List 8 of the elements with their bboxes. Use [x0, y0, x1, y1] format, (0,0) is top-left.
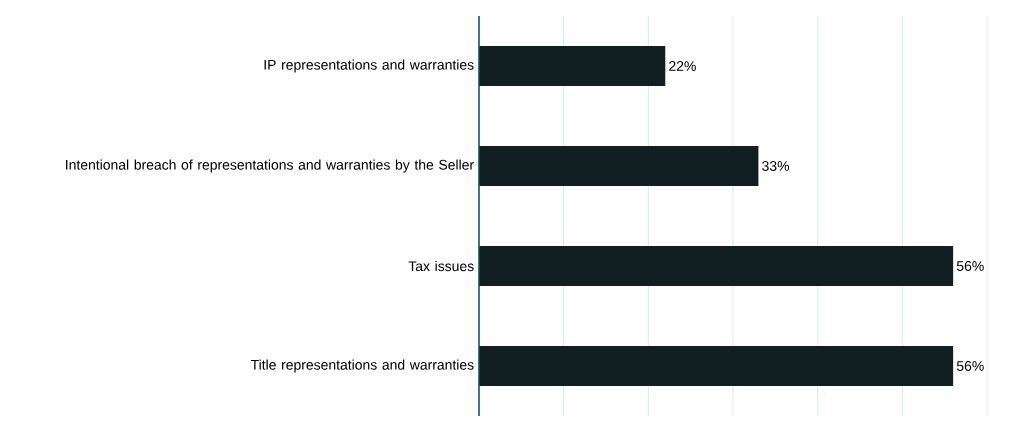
data-label: 56%: [956, 361, 984, 371]
y-tick-label: Title representations and warranties: [250, 359, 474, 373]
data-label: 56%: [956, 261, 984, 271]
data-label: 33%: [762, 161, 790, 171]
y-tick-label: Intentional breach of representations and warranties by the Seller: [66, 159, 474, 173]
data-label: 22%: [669, 61, 696, 71]
y-tick-label: IP representations and warranties: [264, 59, 474, 73]
y-tick-label: Tax issues: [408, 260, 474, 272]
